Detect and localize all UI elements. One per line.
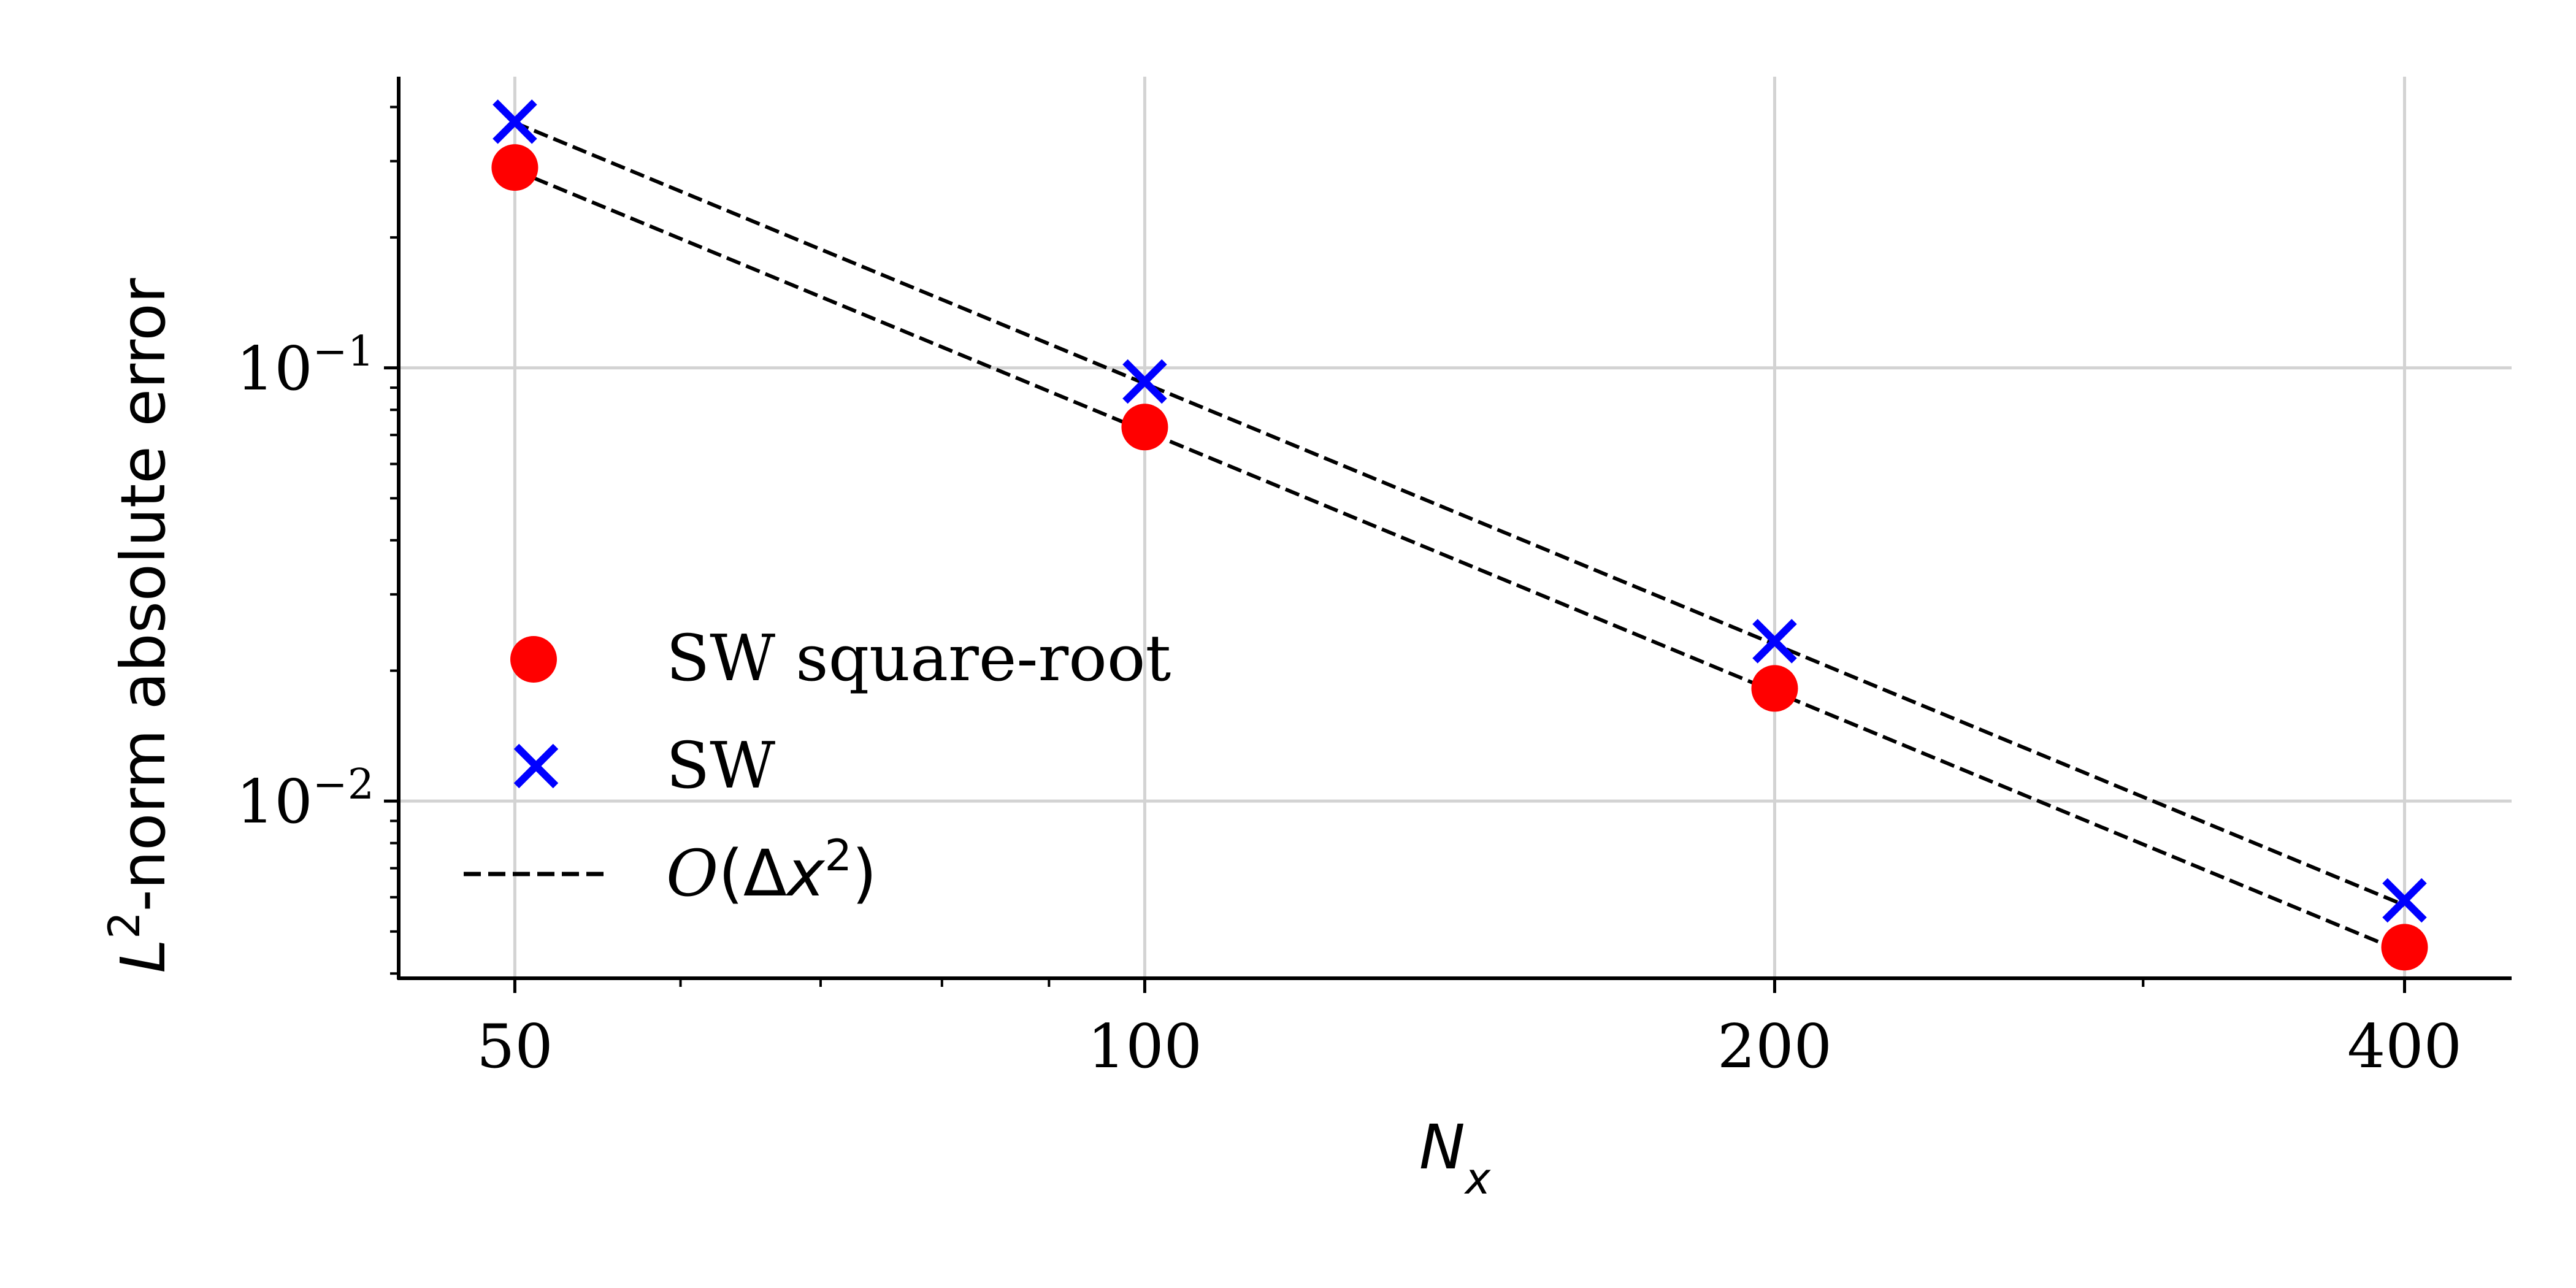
x-tick-label: 50 <box>477 1012 553 1082</box>
axes: 50 100 200 400 10−1 10−2 <box>236 77 2512 1082</box>
sw-square-root-point <box>1121 404 1168 451</box>
legend-label-sw-square-root: SW square-root <box>666 621 1171 696</box>
sw-square-root-point <box>1751 665 1798 712</box>
sw-square-root-point <box>2381 924 2428 971</box>
x-tick-label: 100 <box>1087 1012 1202 1082</box>
reference-lines <box>514 121 2405 954</box>
legend-label-order: O(Δx2) <box>666 830 877 911</box>
y-axis-label: L2-norm absolute error <box>99 277 179 973</box>
sw-point <box>1122 359 1167 404</box>
reference-line-order-2 <box>514 168 2405 954</box>
legend-circle-marker <box>510 636 557 683</box>
sw-point <box>1752 619 1797 664</box>
legend-x-marker <box>513 743 559 789</box>
sw-square-root-point <box>491 144 539 191</box>
legend-label-sw: SW <box>666 728 775 803</box>
x-tick-label: 200 <box>1717 1012 1832 1082</box>
x-axis-label: Nx <box>1419 1111 1491 1204</box>
x-tick-label: 400 <box>2347 1012 2462 1082</box>
sw-point <box>493 99 537 144</box>
y-tick-label: 10−1 <box>236 327 374 404</box>
sw-point <box>2382 878 2427 923</box>
legend: SW square-root SW O(Δx2) <box>464 621 1171 911</box>
data-points <box>491 99 2428 971</box>
y-tick-label: 10−2 <box>236 761 374 838</box>
reference-line-order-2 <box>514 121 2405 907</box>
grid <box>399 77 2512 978</box>
